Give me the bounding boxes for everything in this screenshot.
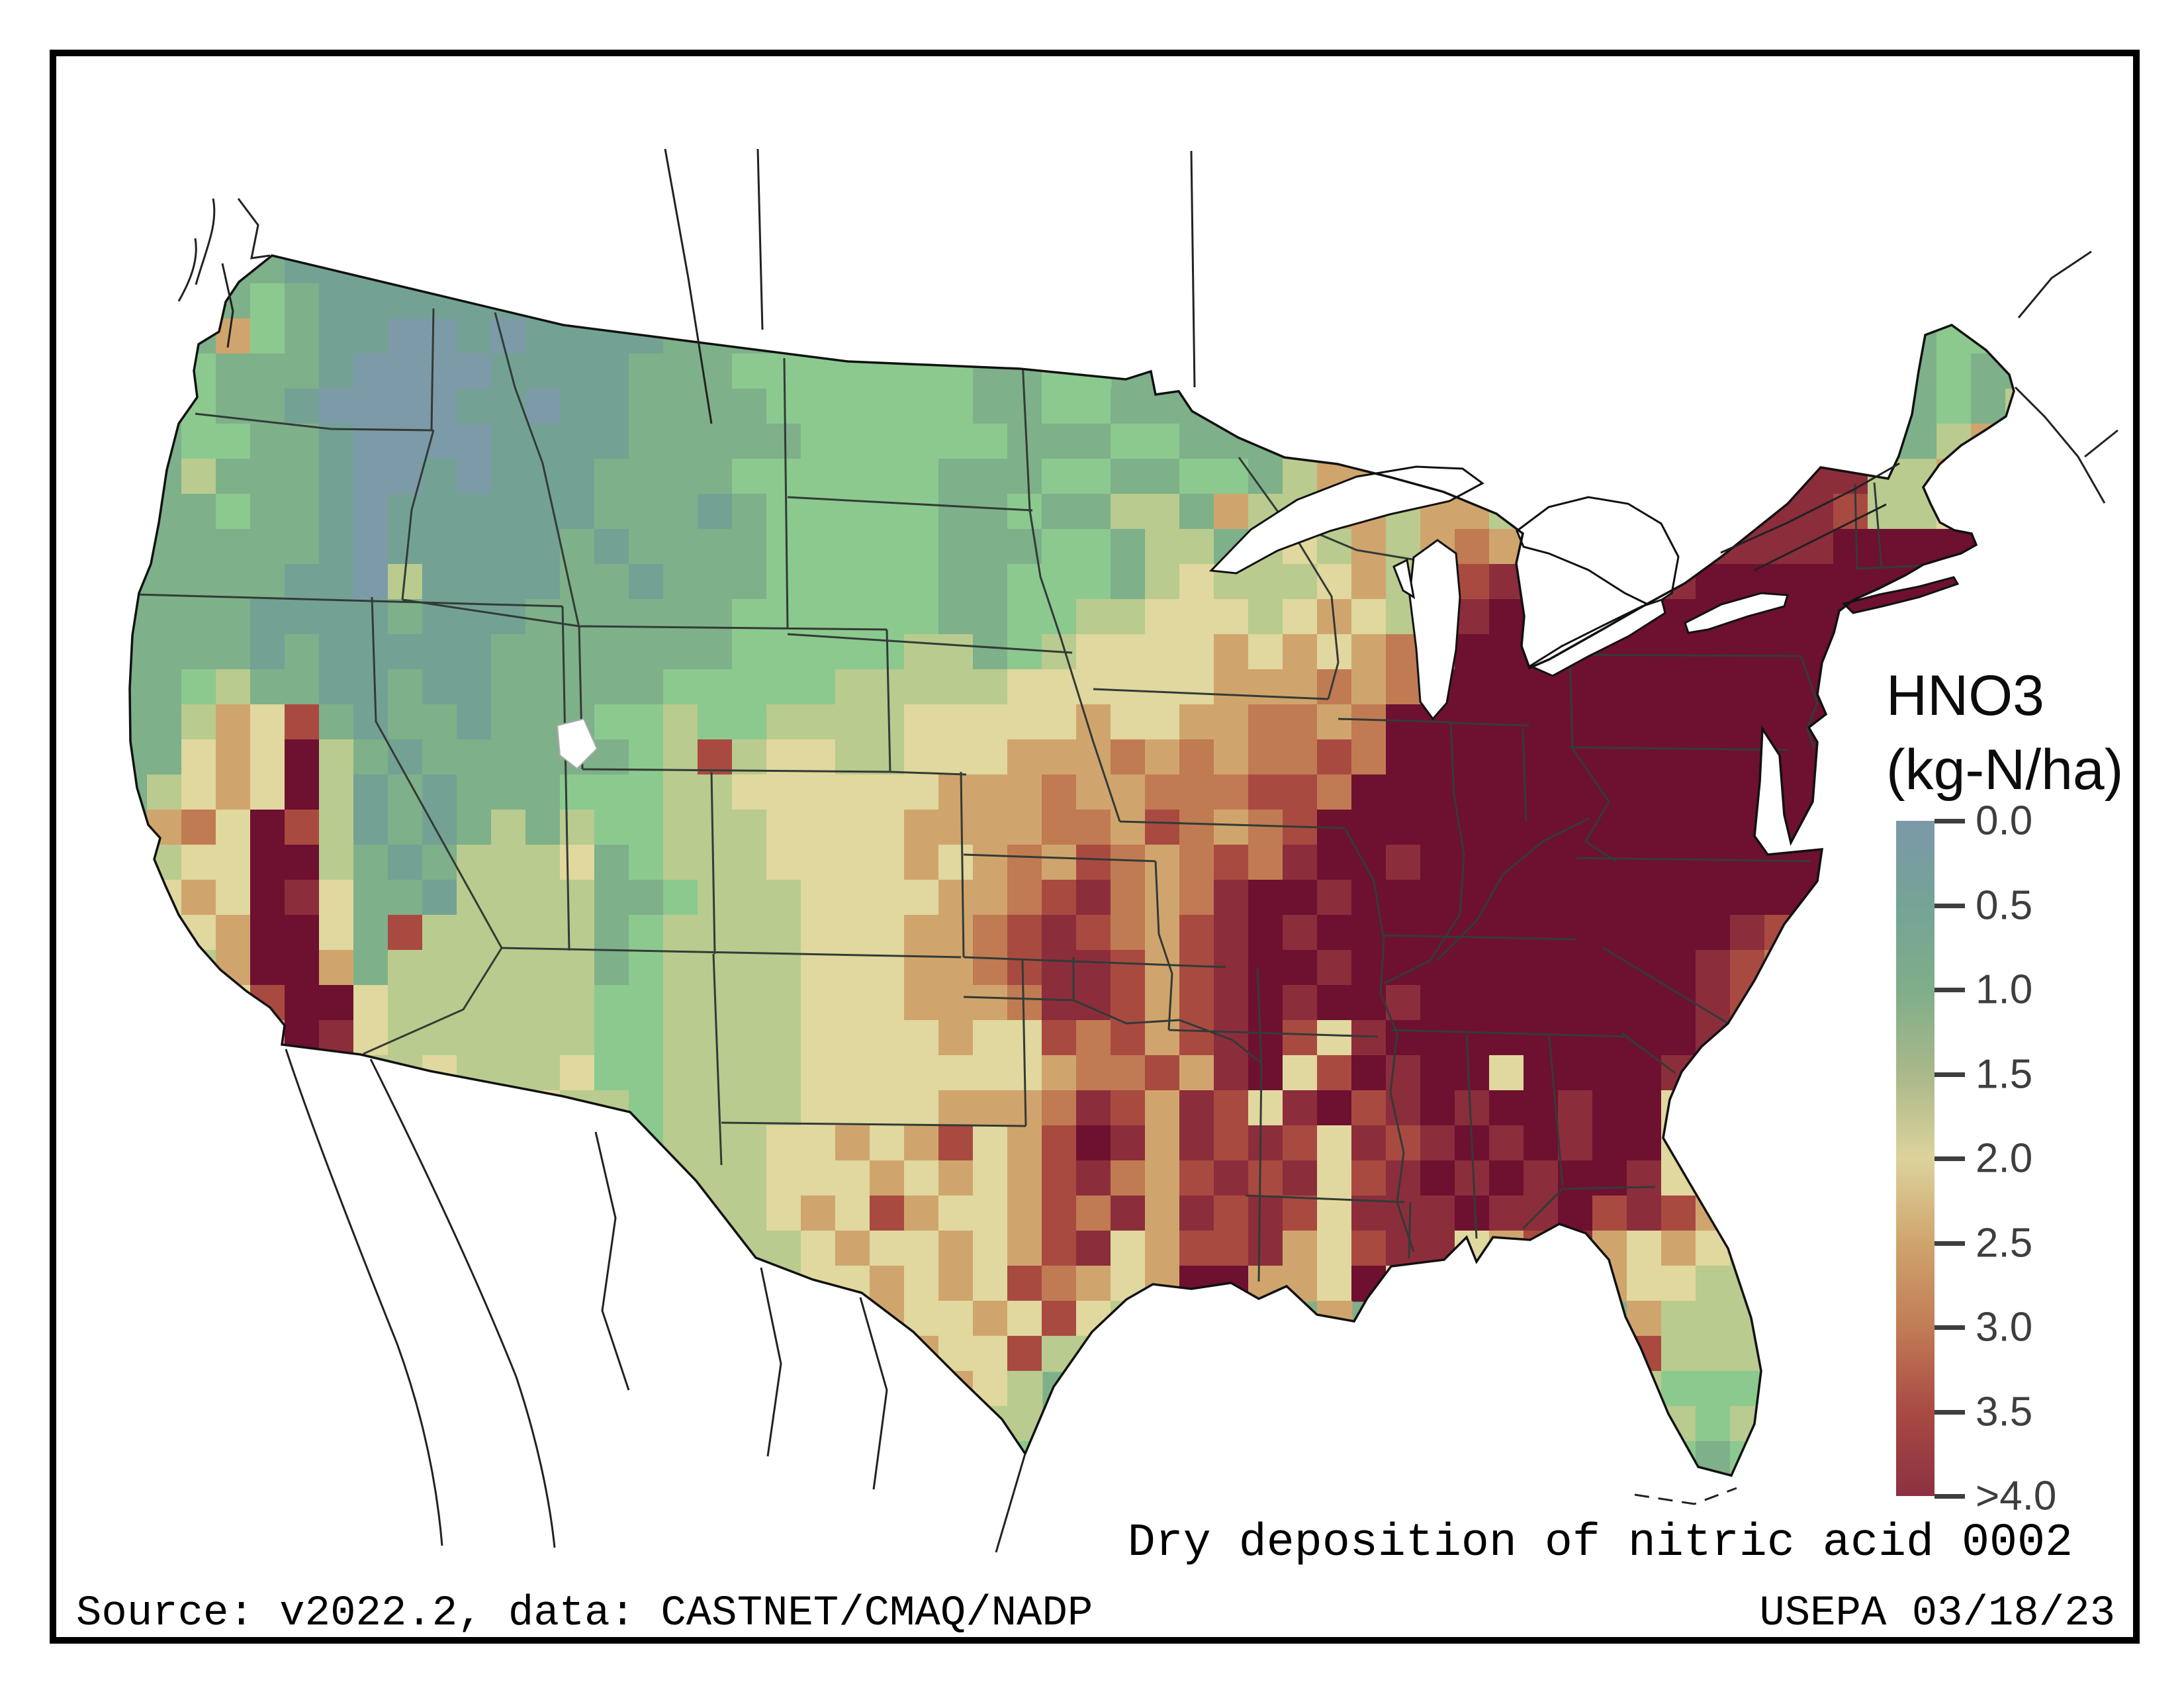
colorbar-tick-label: 2.5 [1976, 1220, 2033, 1266]
lake-michigan [1408, 539, 1461, 721]
agency-date-note: USEPA 03/18/23 [1759, 1590, 2115, 1638]
great-lakes [1208, 465, 1789, 721]
canada-mexico-outlines [177, 148, 2118, 1553]
colorbar-title-line1: HNO3 [1886, 664, 2044, 727]
lake-superior [1208, 465, 1484, 575]
colorbar-tick [1934, 988, 1965, 992]
conus-outline [128, 254, 2015, 1477]
colorbar-tick [1934, 904, 1965, 908]
lake-erie [1527, 598, 1666, 677]
colorbar-title: HNO3 (kg-N/ha) [1886, 659, 2123, 807]
colorbar-tick [1934, 819, 1965, 823]
colorbar-tick-label: 1.5 [1976, 1051, 2033, 1098]
lake-huron [1516, 496, 1680, 608]
plot-frame [50, 50, 2140, 1644]
colorbar-tick-label: 3.5 [1976, 1389, 2033, 1435]
colorbar-tick [1934, 1072, 1965, 1077]
colorbar-tick-label: 3.0 [1976, 1304, 2033, 1350]
colorbar-tick [1934, 1494, 1965, 1499]
state-boundaries [136, 308, 1931, 1282]
map-caption: Dry deposition of nitric acid 0002 [1127, 1517, 2073, 1570]
colorbar-tick [1934, 1241, 1965, 1246]
colorbar-tick [1934, 1325, 1965, 1330]
great-salt-lake [556, 718, 598, 770]
colorbar-tick-label: 0.5 [1976, 882, 2033, 929]
green-bay [1392, 558, 1416, 600]
lake-ontario [1684, 592, 1789, 634]
colorbar-tick-label: 1.0 [1976, 966, 2033, 1013]
long-island [1842, 576, 1960, 614]
colorbar: 0.0 0.5 1.0 1.5 2.0 2.5 3.0 3.5 >4.0 [1896, 798, 2056, 1519]
colorbar-title-line2: (kg-N/ha) [1886, 738, 2124, 802]
colorbar-tick [1934, 1410, 1965, 1415]
colorbar-tick-label: 2.0 [1976, 1135, 2033, 1182]
colorbar-tick [1934, 1156, 1965, 1161]
colorbar-tick-label: >4.0 [1976, 1473, 2057, 1519]
colorbar-tick-label: 0.0 [1976, 798, 2033, 844]
source-note: Source: v2022.2, data: CASTNET/CMAQ/NADP [76, 1590, 1093, 1638]
